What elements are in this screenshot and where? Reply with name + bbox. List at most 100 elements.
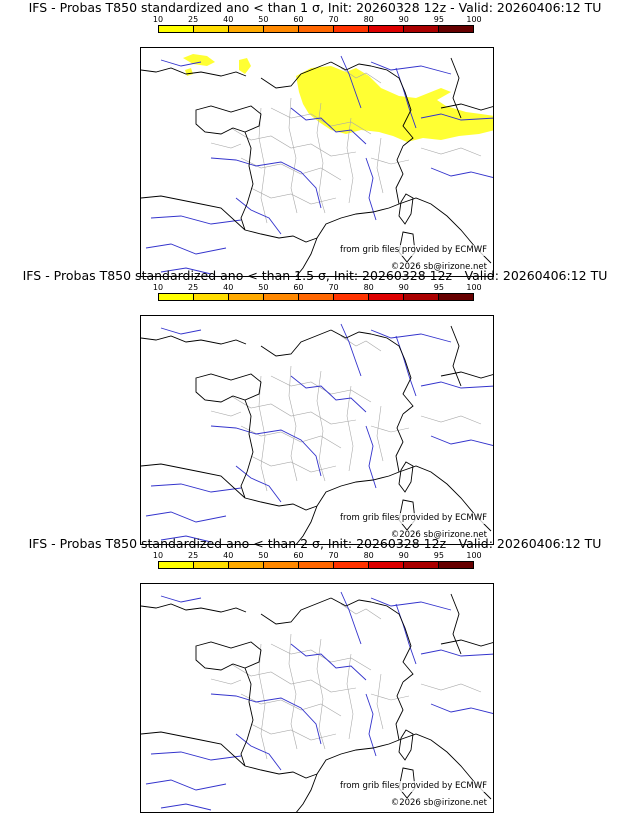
scale-label: 95 [433, 551, 444, 560]
probability-color-bar [158, 25, 474, 33]
river-spain-2 [145, 511, 227, 523]
scale-label: 50 [258, 283, 269, 292]
map-panel-3: IFS - Probas T850 standardized ano < tha… [0, 536, 630, 813]
scale-label: 25 [188, 15, 199, 24]
rivers [145, 591, 493, 811]
scale-swatch [194, 26, 229, 32]
probability-area-small [239, 58, 251, 74]
probability-color-bar [158, 293, 474, 301]
probability-area-north-east [296, 66, 493, 142]
border-pyrenees [244, 497, 318, 511]
river-spain-1 [150, 483, 242, 493]
map-canvas [141, 54, 493, 276]
coast-spain-east [296, 237, 318, 276]
probability-scale-labels: 10 25 40 50 60 70 80 90 95 100 [140, 15, 510, 25]
scale-swatch [404, 294, 439, 300]
border-germany-east [450, 57, 462, 119]
coast-uk-south [141, 335, 247, 345]
border-germany-east [450, 325, 462, 387]
scale-label: 60 [293, 551, 304, 560]
border-pyrenees [244, 229, 318, 243]
river-rhine [395, 603, 417, 665]
scale-label: 100 [466, 551, 482, 560]
river-garonne [235, 197, 282, 235]
scale-label: 70 [328, 15, 339, 24]
probability-area-channel [183, 54, 215, 66]
coast-biscay [240, 131, 254, 231]
corsica [398, 729, 414, 761]
coast-biscay [240, 667, 254, 767]
river-seine [290, 643, 367, 681]
river-meuse [340, 591, 362, 645]
scale-label: 25 [188, 283, 199, 292]
coast-spain [141, 731, 246, 767]
department-borders [210, 335, 482, 492]
river-loire [210, 693, 322, 745]
scale-swatch [334, 26, 369, 32]
river-spain-1 [150, 215, 242, 225]
coast-france-channel [260, 597, 332, 625]
map-canvas [141, 591, 493, 812]
coast-med [316, 471, 400, 507]
scale-label: 10 [152, 283, 164, 292]
border-swiss-germany [370, 65, 414, 147]
corsica [398, 193, 414, 225]
border-germany-east [450, 593, 462, 655]
probability-scale-labels: 10 25 40 50 60 70 80 90 95 100 [140, 551, 510, 561]
coast-spain [141, 463, 246, 499]
border-italy [395, 145, 404, 205]
map-panel-1: IFS - Probas T850 standardized ano < tha… [0, 0, 630, 277]
scale-swatch [299, 562, 334, 568]
coast-spain-east [296, 773, 318, 812]
coast-brittany [195, 105, 262, 135]
river-rhone [365, 157, 377, 221]
panel-title: IFS - Probas T850 standardized ano < tha… [22, 268, 608, 283]
scale-swatch [369, 294, 404, 300]
border-swiss-germany [370, 601, 414, 683]
scale-label: 90 [398, 551, 409, 560]
coast-biscay [240, 399, 254, 499]
scale-label: 40 [223, 551, 234, 560]
border-italy [395, 681, 404, 741]
river-uk [160, 595, 202, 603]
river-spain-3 [160, 267, 212, 275]
river-danube [420, 381, 493, 389]
scale-label: 100 [466, 283, 482, 292]
coast-med [316, 203, 400, 239]
scale-swatch [369, 26, 404, 32]
france-map: from grib files provided by ECMWF ©2026 … [140, 315, 494, 545]
coast-brittany [195, 373, 262, 403]
scale-swatch [439, 562, 473, 568]
coast-brittany [195, 641, 262, 671]
river-po [430, 703, 493, 714]
scale-label: 70 [328, 551, 339, 560]
france-map: from grib files provided by ECMWF ©2026 … [140, 583, 494, 813]
coast-spain [141, 195, 246, 231]
scale-label: 50 [258, 15, 269, 24]
river-germany [370, 61, 452, 75]
probability-scale-labels: 10 25 40 50 60 70 80 90 95 100 [140, 283, 510, 293]
river-seine [290, 107, 367, 145]
scale-label: 40 [223, 283, 234, 292]
border-belgium [330, 329, 372, 339]
river-po [430, 435, 493, 446]
scale-label: 95 [433, 283, 444, 292]
scale-swatch [264, 562, 299, 568]
border-austria [440, 371, 493, 379]
scale-swatch [194, 294, 229, 300]
copyright-credit: ©2026 sb@irizone.net [390, 530, 487, 541]
scale-swatch [264, 26, 299, 32]
grib-credit: from grib files provided by ECMWF [340, 781, 487, 792]
scale-swatch [264, 294, 299, 300]
border-italy [395, 413, 404, 473]
map-panel-2: IFS - Probas T850 standardized ano < tha… [0, 268, 630, 545]
scale-swatch [299, 294, 334, 300]
scale-swatch [229, 562, 264, 568]
scale-label: 90 [398, 283, 409, 292]
scale-label: 10 [152, 551, 164, 560]
scale-label: 60 [293, 15, 304, 24]
scale-swatch [334, 562, 369, 568]
river-danube [420, 113, 493, 121]
scale-swatch [229, 26, 264, 32]
copyright-credit: ©2026 sb@irizone.net [390, 262, 487, 273]
